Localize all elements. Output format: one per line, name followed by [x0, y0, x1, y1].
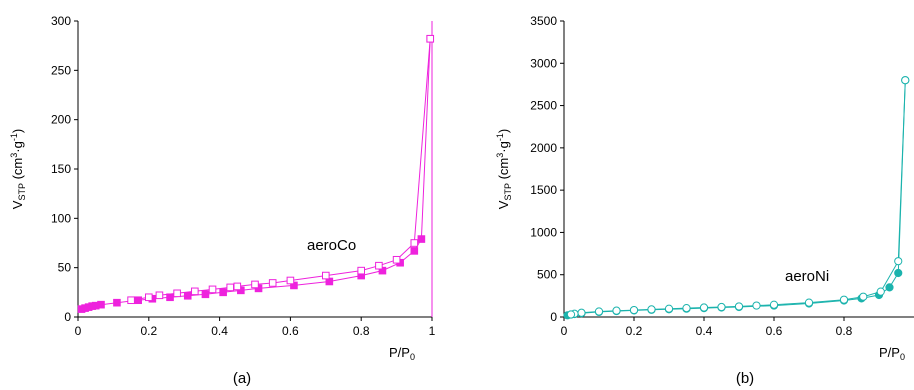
data-point [859, 292, 868, 301]
data-point [97, 300, 105, 309]
x-tick-label: 0.6 [766, 324, 783, 338]
data-point [612, 306, 621, 315]
data-point [251, 280, 259, 289]
x-axis-label: P/P0 [389, 345, 415, 362]
data-point [145, 293, 153, 302]
data-point [426, 34, 435, 43]
data-point [166, 293, 174, 302]
data-point [134, 296, 142, 305]
series-line-2 [131, 38, 431, 301]
data-point [191, 287, 199, 296]
y-axis-label: VSTP (cm3·g-1) [495, 129, 513, 209]
y-tick-label: 2000 [530, 141, 557, 155]
y-tick-label: 100 [51, 211, 71, 225]
data-point [901, 76, 910, 85]
y-tick-label: 250 [51, 63, 71, 77]
y-tick-label: 3000 [530, 56, 557, 70]
data-point [752, 301, 761, 310]
x-tick-label: 0.6 [282, 324, 299, 338]
x-tick-label: 0.4 [211, 324, 228, 338]
data-point [268, 279, 277, 287]
x-tick-label: 0.2 [626, 324, 643, 338]
data-point [876, 287, 885, 296]
data-point [839, 295, 849, 304]
plot-area [77, 34, 435, 313]
data-point [375, 261, 383, 270]
y-tick-label: 0 [64, 310, 71, 324]
x-tick-label: 0.8 [836, 324, 853, 338]
series-line-2 [570, 80, 906, 315]
data-point [734, 302, 744, 311]
data-point [219, 288, 227, 297]
x-tick-label: 0 [75, 324, 82, 338]
data-point [894, 268, 903, 278]
x-tick-label: 0 [561, 324, 568, 338]
data-point [226, 283, 235, 292]
data-point [417, 235, 426, 243]
y-tick-label: 300 [51, 14, 71, 28]
data-point [664, 304, 674, 313]
sample-annotation: aeroNi [785, 268, 829, 285]
data-point [647, 305, 656, 314]
x-tick-label: 0.8 [353, 324, 370, 338]
y-tick-label: 2500 [530, 99, 557, 113]
y-tick-label: 0 [550, 310, 557, 324]
data-point [682, 304, 691, 313]
subplot-label: (b) [736, 370, 754, 387]
data-point [392, 255, 401, 264]
y-tick-label: 3500 [530, 14, 557, 28]
subplot-label: (a) [233, 370, 251, 387]
data-point [113, 298, 121, 307]
data-point [357, 266, 365, 275]
data-point [173, 289, 181, 298]
data-point [201, 290, 210, 299]
data-point [410, 247, 419, 255]
data-point [804, 298, 814, 307]
y-tick-label: 1000 [530, 225, 557, 239]
y-tick-label: 1500 [530, 183, 557, 197]
data-point [594, 307, 604, 316]
y-tick-label: 150 [51, 162, 71, 176]
data-point [127, 296, 135, 305]
data-point [885, 283, 894, 292]
data-point [894, 257, 903, 266]
plot-area [563, 76, 910, 320]
data-point [183, 291, 192, 300]
y-tick-label: 200 [51, 113, 71, 127]
x-tick-label: 1 [429, 324, 436, 338]
data-point [577, 308, 586, 317]
data-point [322, 271, 330, 280]
data-point [699, 303, 709, 312]
data-point [410, 239, 419, 247]
data-point [155, 291, 164, 300]
data-point [717, 302, 726, 312]
data-point [566, 310, 576, 319]
series-line-1 [567, 80, 906, 316]
data-point [233, 282, 242, 291]
chart-panel-1: 0 50 100 150 200 250 300 0 0.2 0.4 0.6 0.8 1 P/P0 VSTP… [9, 14, 436, 387]
y-tick-label: 50 [58, 261, 72, 275]
data-point [208, 285, 217, 294]
y-tick-label: 500 [537, 268, 557, 282]
sample-annotation: aeroCo [307, 237, 356, 254]
x-tick-label: 0.4 [696, 324, 713, 338]
x-axis-label: P/P0 [879, 345, 905, 362]
data-point [769, 300, 779, 309]
x-tick-label: 0.2 [140, 324, 157, 338]
y-axis-label: VSTP (cm3·g-1) [9, 129, 27, 209]
data-point [629, 305, 639, 315]
chart-panel-2: 0 500 1000 1500 2000 2500 3000 3500 0 0.2 0.4 0.6 0.… [495, 14, 914, 387]
data-point [286, 276, 295, 285]
